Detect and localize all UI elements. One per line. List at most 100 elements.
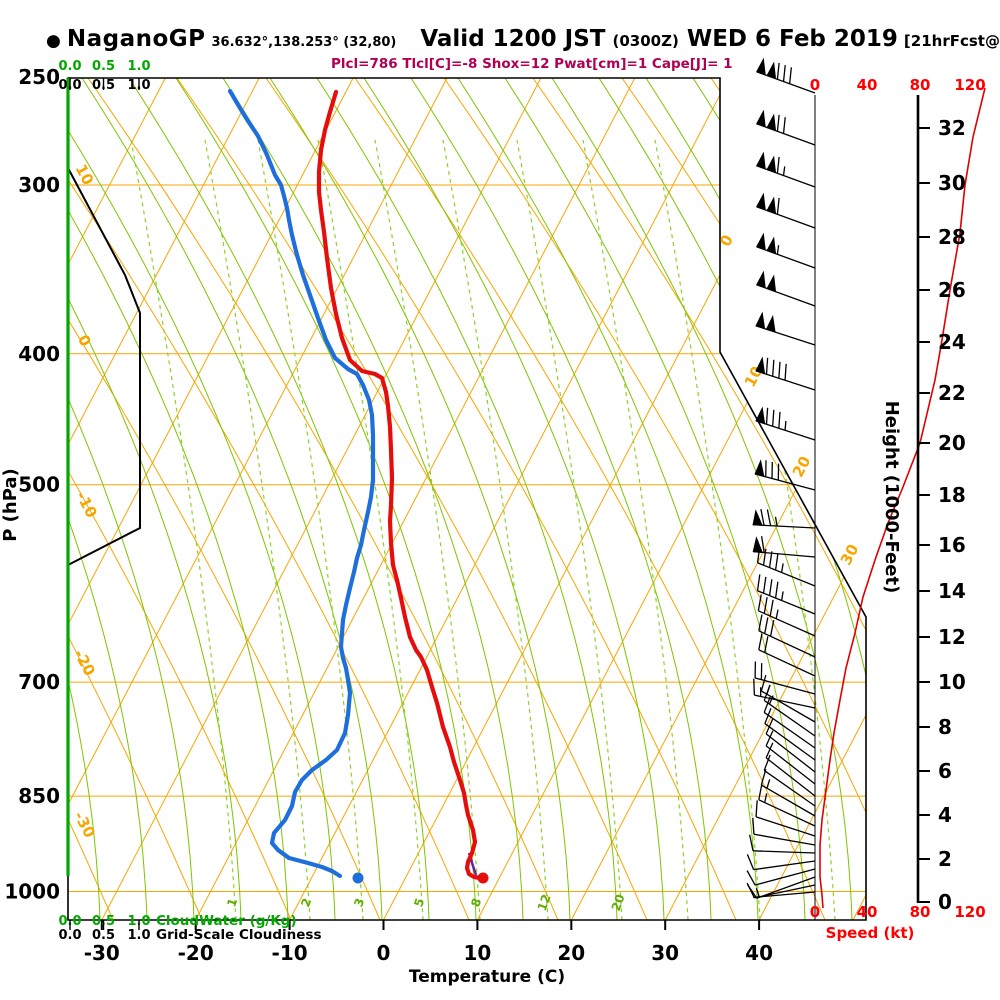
- cloudiness-scale-bottom: 0.5: [92, 928, 115, 943]
- temperature-tick-label: 30: [651, 941, 679, 965]
- height-tick-label: 2: [938, 847, 952, 871]
- mixing-ratio-line: [442, 139, 549, 920]
- pressure-tick-label: 1000: [4, 879, 60, 903]
- wind-barb: [746, 854, 816, 871]
- moist-adiabat-line: [363, 78, 665, 920]
- wind-barb: [756, 192, 816, 229]
- wind-barb: [746, 882, 816, 899]
- moist-adiabat-line: [68, 78, 148, 920]
- mixing-ratio-line: [317, 139, 424, 920]
- wind-barb: [755, 311, 816, 346]
- dry-adiabat-line: [265, 78, 737, 920]
- isotherm-line: [664, 78, 866, 920]
- moist-adiabat-line: [410, 78, 712, 920]
- dry-adiabat-label: -10: [72, 488, 101, 520]
- height-tick-label: 26: [938, 278, 966, 302]
- isotherm-line: [476, 78, 866, 920]
- dry-adiabat-line: [68, 78, 470, 920]
- moist-adiabat-line: [222, 78, 524, 920]
- wind-barb: [756, 270, 816, 307]
- height-tick-label: 0: [938, 890, 952, 914]
- wind-barb: [754, 661, 816, 695]
- sounding-curves: [227, 88, 484, 881]
- moist-adiabat-line: [128, 78, 430, 920]
- temperature-tick-label: 10: [463, 941, 491, 965]
- dry-adiabat-line: [68, 78, 381, 920]
- moist-adiabat-line: [598, 78, 866, 920]
- wind-barb: [756, 109, 816, 146]
- height-tick-label: 28: [938, 225, 966, 249]
- speed-tick-label-bottom: 80: [910, 903, 931, 921]
- speed-tick-label-bottom: 40: [857, 903, 878, 921]
- isotherm-line: [289, 78, 730, 920]
- dry-adiabat-line: [68, 78, 292, 920]
- isotherm-line: [68, 78, 354, 920]
- mixing-ratio-line: [654, 139, 761, 920]
- isotherm-label: 20: [789, 453, 815, 480]
- moist-adiabat-line: [68, 78, 242, 920]
- height-tick-label: 4: [938, 803, 952, 827]
- grid-scale-cloudiness-profile: [68, 167, 141, 566]
- isotherm-line: [68, 78, 260, 920]
- dry-adiabat-label: 10: [72, 161, 98, 188]
- temperature-tick-label: -30: [84, 941, 120, 965]
- wind-barb: [756, 232, 816, 269]
- moist-lines: [68, 78, 866, 920]
- wind-barb: [765, 730, 816, 785]
- valid-date: WED 6 Feb 2019: [686, 26, 898, 52]
- moist-adiabat-line: [457, 78, 759, 920]
- isotherm-label: 30: [837, 541, 863, 568]
- dry-adiabat-line: [443, 78, 866, 920]
- zulu-time: (0300Z): [612, 32, 679, 50]
- temperature-tick-label: 40: [745, 941, 773, 965]
- temperature-tick-label: 0: [377, 941, 391, 965]
- dry-adiabat-line: [354, 78, 826, 920]
- height-tick-label: 32: [938, 116, 966, 140]
- isotherm-line: [852, 78, 866, 920]
- cloudwater-scale-top: 0.5: [92, 59, 115, 74]
- speed-tick-label-top: 80: [910, 76, 931, 94]
- wind-barb: [765, 742, 816, 797]
- surface-temperature-dot: [477, 872, 489, 884]
- wind-barb: [755, 356, 816, 391]
- wind-barb: [753, 887, 816, 899]
- speed-tick-label-bottom: 120: [954, 903, 985, 921]
- speed-tick-label-top: 0: [810, 76, 820, 94]
- moist-adiabat-line: [68, 78, 195, 920]
- mixing-ratio-line: [130, 139, 237, 920]
- height-tick-label: 6: [938, 759, 952, 783]
- wind-barb: [763, 754, 816, 807]
- pressure-tick-label: 850: [18, 784, 60, 808]
- wind-barb: [752, 817, 816, 846]
- wind-barb: [754, 459, 816, 491]
- height-tick-label: 12: [938, 625, 966, 649]
- height-tick-label: 24: [938, 330, 966, 354]
- height-tick-label: 14: [938, 579, 966, 603]
- pressure-tick-label: 700: [18, 670, 60, 694]
- mixing-ratio-label: 8: [468, 896, 484, 909]
- dry-adiabat-line: [532, 78, 866, 920]
- dry-adiabat-line: [176, 78, 648, 920]
- mixing-ratio-label: 1: [224, 896, 240, 909]
- cloudwater-label: CloudWater (g/Kg): [156, 913, 297, 929]
- mixing-ratio-line: [516, 139, 623, 920]
- dry-adiabat-line: [68, 78, 203, 920]
- height-tick-label: 10: [938, 670, 966, 694]
- wind-barb: [763, 696, 816, 749]
- wind-barb: [763, 684, 816, 737]
- cloudwater-scale-top: 1.0: [127, 59, 150, 74]
- temperature-tick-label: 20: [557, 941, 585, 965]
- cloudwater-scale-top: 0.0: [58, 59, 81, 74]
- wind-barb: [758, 783, 816, 827]
- speed-tick-label-bottom: 0: [810, 903, 820, 921]
- height-tick-label: 20: [938, 431, 966, 455]
- temperature-tick-label: -10: [272, 941, 308, 965]
- speed-axis-title: Speed (kt): [826, 924, 915, 942]
- height-tick-label: 22: [938, 381, 966, 405]
- moist-adiabat-line: [68, 78, 289, 920]
- wind-barb: [758, 614, 816, 658]
- moist-adiabat-line: [316, 78, 618, 920]
- wind-barb: [760, 768, 816, 817]
